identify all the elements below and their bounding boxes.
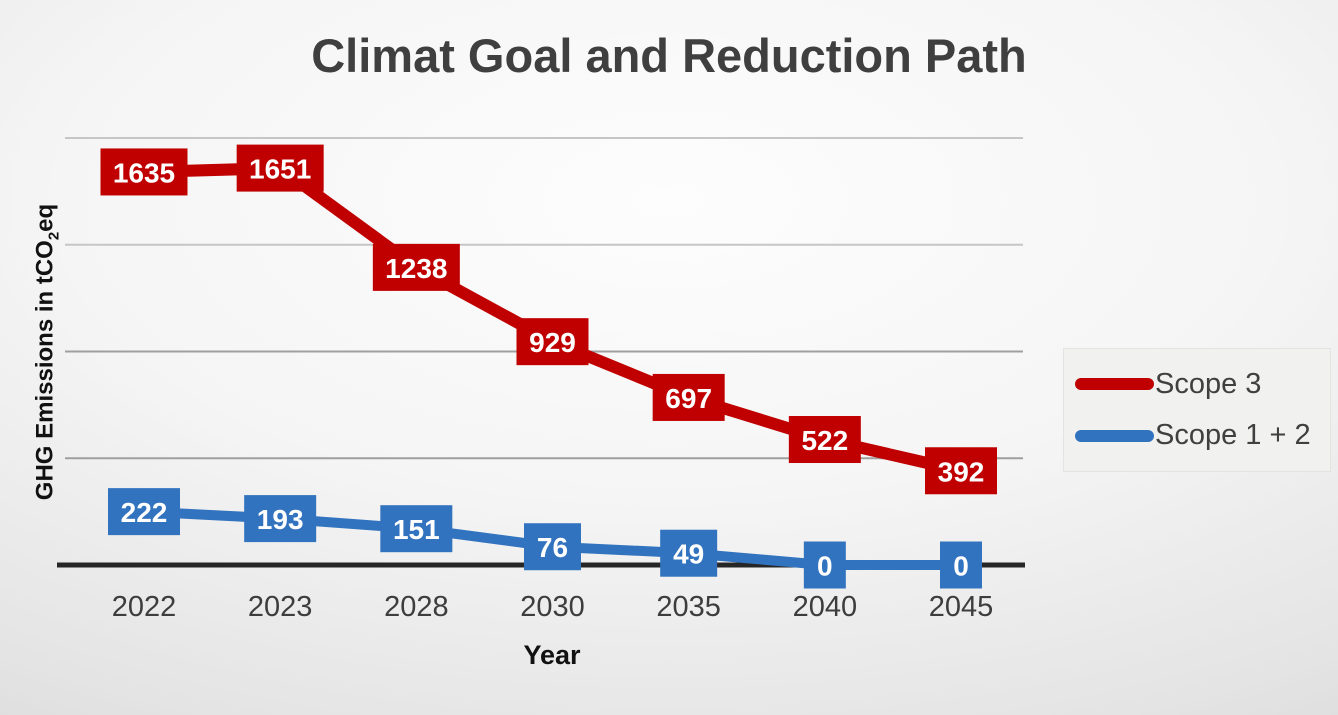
data-label-box	[660, 529, 718, 577]
data-label-box	[380, 505, 453, 553]
data-label-text: 151	[393, 514, 440, 545]
legend-swatch-scope-1-2-icon	[1075, 429, 1154, 442]
data-label-text: 1635	[113, 157, 175, 188]
data-label-box	[940, 541, 982, 589]
x-tick-label: 2023	[248, 591, 313, 623]
data-label-box	[788, 416, 861, 464]
data-label-text: 49	[673, 539, 704, 570]
x-axis-title: Year	[523, 640, 581, 670]
legend-swatch-scope-3-icon	[1075, 378, 1154, 391]
data-label-text: 392	[938, 456, 985, 487]
legend-item-scope-3: Scope 3	[1075, 368, 1330, 401]
series-scope-3: 1635 1651 1238 929 697 522 392	[100, 144, 997, 495]
data-label-box	[925, 447, 997, 495]
chart-title: Climat Goal and Reduction Path	[311, 29, 1027, 82]
data-label-box	[524, 523, 581, 571]
data-label-text: 1651	[249, 154, 311, 185]
data-label-box	[108, 488, 180, 536]
data-label-text: 522	[801, 425, 848, 456]
data-label-text: 193	[257, 504, 304, 535]
x-tick-label: 2040	[793, 591, 858, 623]
legend-label-scope-3: Scope 3	[1155, 367, 1262, 400]
x-tick-label: 2028	[384, 591, 449, 623]
data-label-box	[244, 495, 317, 543]
data-label-box	[803, 541, 846, 589]
data-label-box	[652, 373, 725, 421]
data-label-text: 697	[665, 383, 712, 414]
x-tick-label: 2022	[112, 591, 177, 623]
data-label-text: 76	[537, 532, 568, 563]
data-label-text: 1238	[385, 253, 447, 284]
data-label-box	[516, 318, 589, 366]
data-label-box	[236, 144, 324, 192]
data-label-box	[100, 148, 188, 196]
x-tick-label: 2045	[929, 591, 994, 623]
data-label-text: 929	[529, 327, 576, 358]
legend: Scope 3 Scope 1 + 2	[1063, 348, 1331, 472]
data-label-text: 0	[953, 551, 969, 582]
legend-label-scope-1-2: Scope 1 + 2	[1155, 419, 1311, 452]
data-label-box	[372, 243, 460, 291]
data-label-text: 222	[121, 497, 168, 528]
legend-item-scope-1-2: Scope 1 + 2	[1075, 419, 1330, 452]
x-tick-label: 2030	[520, 591, 585, 623]
series-scope-1-2: 222 193 151 76 49 0 0	[108, 488, 982, 589]
data-label-text: 0	[817, 551, 833, 582]
x-tick-label: 2035	[656, 591, 721, 623]
